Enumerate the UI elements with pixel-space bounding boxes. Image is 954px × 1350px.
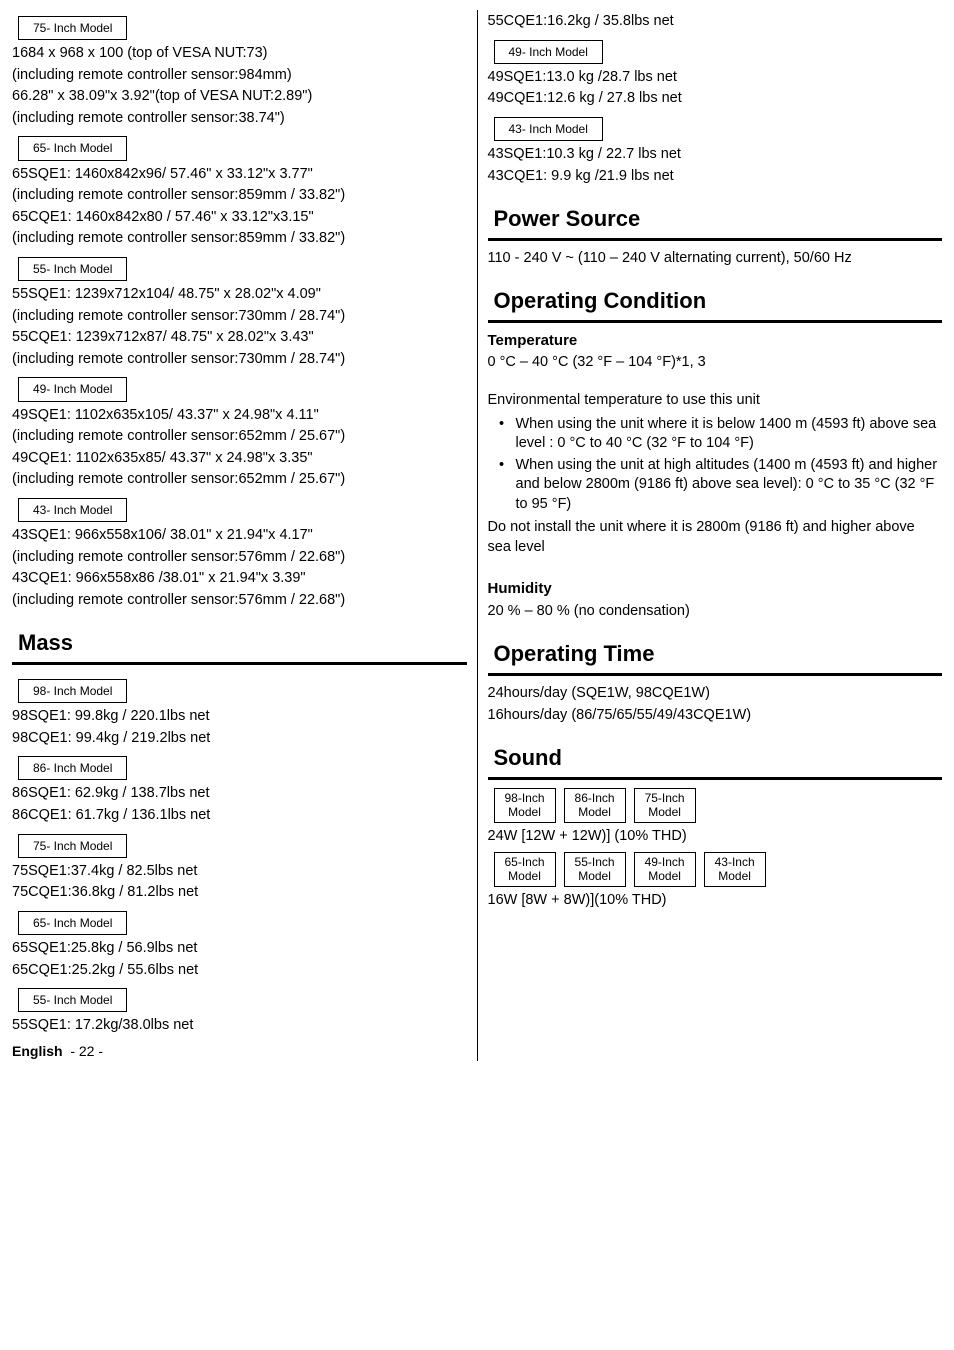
- bullet-icon: •: [488, 456, 516, 515]
- spec-line: Do not install the unit where it is 2800…: [488, 518, 943, 557]
- spec-line: (including remote controller sensor:38.7…: [12, 109, 467, 129]
- spec-line: (including remote controller sensor:730m…: [12, 307, 467, 327]
- temperature-label: Temperature: [488, 331, 943, 351]
- bullet-text: When using the unit at high altitudes (1…: [516, 456, 943, 515]
- spec-line: (including remote controller sensor:576m…: [12, 548, 467, 568]
- spec-line: 24W [12W + 12W)] (10% THD): [488, 827, 943, 847]
- rule: [488, 673, 943, 676]
- spec-line: 55CQE1: 1239x712x87/ 48.75" x 28.02"x 3.…: [12, 328, 467, 348]
- model-box-75: 75- Inch Model: [18, 834, 127, 858]
- humidity-label: Humidity: [488, 579, 943, 599]
- rule: [488, 320, 943, 323]
- column-divider: [477, 10, 478, 1061]
- sound-row-2: 65-InchModel 55-InchModel 49-InchModel 4…: [494, 852, 943, 887]
- spec-line: 43CQE1: 9.9 kg /21.9 lbs net: [488, 167, 943, 187]
- spec-line: 24hours/day (SQE1W, 98CQE1W): [488, 684, 943, 704]
- spec-line: 98SQE1: 99.8kg / 220.1lbs net: [12, 707, 467, 727]
- sound-pill: 49-InchModel: [634, 852, 696, 887]
- sound-pill: 55-InchModel: [564, 852, 626, 887]
- bullet-icon: •: [488, 415, 516, 454]
- spec-line: 65CQE1:25.2kg / 55.6lbs net: [12, 961, 467, 981]
- model-box-55: 55- Inch Model: [18, 257, 127, 281]
- spec-line: 43SQE1:10.3 kg / 22.7 lbs net: [488, 145, 943, 165]
- spec-line: 43SQE1: 966x558x106/ 38.01" x 21.94"x 4.…: [12, 526, 467, 546]
- spec-line: 55CQE1:16.2kg / 35.8lbs net: [488, 12, 943, 32]
- env-bullets: •When using the unit where it is below 1…: [488, 415, 943, 515]
- spec-line: (including remote controller sensor:984m…: [12, 66, 467, 86]
- spec-line: (including remote controller sensor:859m…: [12, 229, 467, 249]
- spec-line: (including remote controller sensor:652m…: [12, 470, 467, 490]
- sound-heading: Sound: [494, 743, 943, 773]
- spec-line: 86CQE1: 61.7kg / 136.1lbs net: [12, 806, 467, 826]
- model-box-65: 65- Inch Model: [18, 911, 127, 935]
- model-box-43: 43- Inch Model: [494, 117, 603, 141]
- spec-line: 16hours/day (86/75/65/55/49/43CQE1W): [488, 706, 943, 726]
- spec-line: (including remote controller sensor:859m…: [12, 186, 467, 206]
- model-box-65: 65- Inch Model: [18, 136, 127, 160]
- spec-line: 1684 x 968 x 100 (top of VESA NUT:73): [12, 44, 467, 64]
- sound-pill: 65-InchModel: [494, 852, 556, 887]
- power-source-heading: Power Source: [494, 204, 943, 234]
- rule: [488, 238, 943, 241]
- model-box-55: 55- Inch Model: [18, 988, 127, 1012]
- spec-line: 75SQE1:37.4kg / 82.5lbs net: [12, 862, 467, 882]
- model-box-43: 43- Inch Model: [18, 498, 127, 522]
- model-box-86: 86- Inch Model: [18, 756, 127, 780]
- model-box-49: 49- Inch Model: [494, 40, 603, 64]
- spec-line: 65SQE1:25.8kg / 56.9lbs net: [12, 939, 467, 959]
- right-column: 55CQE1:16.2kg / 35.8lbs net 49- Inch Mod…: [488, 10, 943, 1061]
- spec-line: 66.28" x 38.09"x 3.92"(top of VESA NUT:2…: [12, 87, 467, 107]
- sound-row-1: 98-InchModel 86-InchModel 75-InchModel: [494, 788, 943, 823]
- rule: [488, 777, 943, 780]
- sound-pill: 75-InchModel: [634, 788, 696, 823]
- footer-page: - 22 -: [70, 1043, 103, 1059]
- bullet-text: When using the unit where it is below 14…: [516, 415, 943, 454]
- spec-line: 49CQE1:12.6 kg / 27.8 lbs net: [488, 89, 943, 109]
- rule: [12, 662, 467, 665]
- spec-line: 49SQE1:13.0 kg /28.7 lbs net: [488, 68, 943, 88]
- spec-line: 49SQE1: 1102x635x105/ 43.37" x 24.98"x 4…: [12, 406, 467, 426]
- page-footer: English - 22 -: [12, 1042, 467, 1061]
- spec-line: (including remote controller sensor:730m…: [12, 350, 467, 370]
- spec-line: 16W [8W + 8W)](10% THD): [488, 891, 943, 911]
- spec-line: Environmental temperature to use this un…: [488, 391, 943, 411]
- operating-condition-heading: Operating Condition: [494, 286, 943, 316]
- spec-line: 65SQE1: 1460x842x96/ 57.46" x 33.12"x 3.…: [12, 165, 467, 185]
- model-box-98: 98- Inch Model: [18, 679, 127, 703]
- spec-line: 98CQE1: 99.4kg / 219.2lbs net: [12, 729, 467, 749]
- spec-line: 65CQE1: 1460x842x80 / 57.46" x 33.12"x3.…: [12, 208, 467, 228]
- spec-line: 0 °C – 40 °C (32 °F – 104 °F)*1, 3: [488, 353, 943, 373]
- spec-line: 55SQE1: 1239x712x104/ 48.75" x 28.02"x 4…: [12, 285, 467, 305]
- operating-time-heading: Operating Time: [494, 639, 943, 669]
- spec-line: 86SQE1: 62.9kg / 138.7lbs net: [12, 784, 467, 804]
- left-column: 75- Inch Model 1684 x 968 x 100 (top of …: [12, 10, 467, 1061]
- spec-line: (including remote controller sensor:652m…: [12, 427, 467, 447]
- footer-language: English: [12, 1043, 63, 1059]
- spec-line: 110 - 240 V ~ (110 – 240 V alternating c…: [488, 249, 943, 269]
- spec-line: 43CQE1: 966x558x86 /38.01" x 21.94"x 3.3…: [12, 569, 467, 589]
- spec-line: 49CQE1: 1102x635x85/ 43.37" x 24.98"x 3.…: [12, 449, 467, 469]
- sound-pill: 43-InchModel: [704, 852, 766, 887]
- spec-line: (including remote controller sensor:576m…: [12, 591, 467, 611]
- spec-line: 75CQE1:36.8kg / 81.2lbs net: [12, 883, 467, 903]
- model-box-75: 75- Inch Model: [18, 16, 127, 40]
- sound-pill: 98-InchModel: [494, 788, 556, 823]
- spec-line: 55SQE1: 17.2kg/38.0lbs net: [12, 1016, 467, 1036]
- model-box-49: 49- Inch Model: [18, 377, 127, 401]
- sound-pill: 86-InchModel: [564, 788, 626, 823]
- spec-line: 20 % – 80 % (no condensation): [488, 602, 943, 622]
- mass-heading: Mass: [18, 628, 467, 658]
